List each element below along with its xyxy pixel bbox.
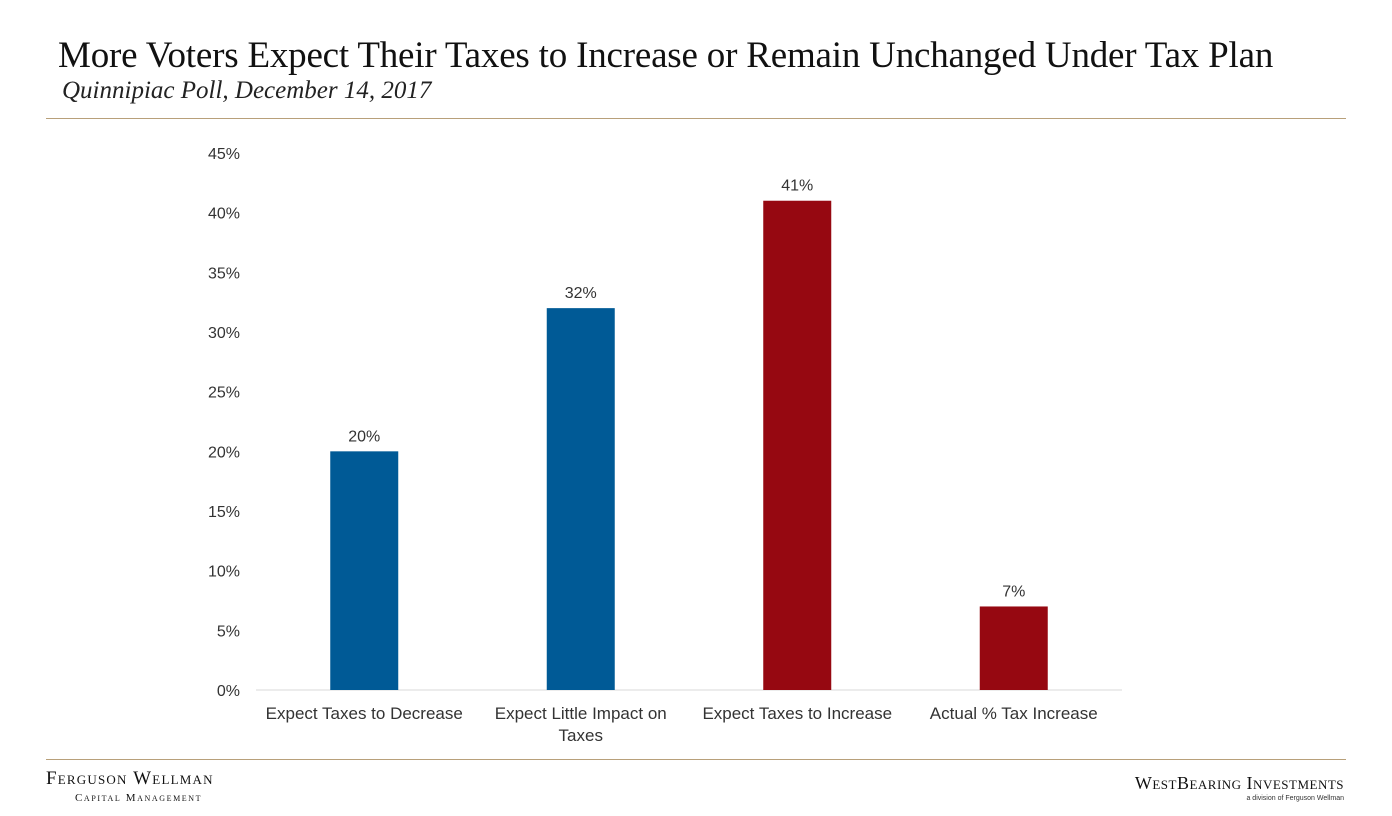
data-label: 41%: [781, 178, 813, 195]
x-tick-label: Expect Taxes to Decrease: [266, 704, 463, 723]
bar: [763, 200, 832, 690]
y-tick-label: 10%: [208, 564, 240, 581]
bar: [330, 451, 399, 690]
x-tick-label: Taxes: [559, 726, 603, 745]
y-tick-label: 25%: [208, 385, 240, 402]
bar: [979, 606, 1048, 690]
y-tick-label: 35%: [208, 265, 240, 282]
footer-divider: [46, 759, 1346, 760]
y-tick-label: 40%: [208, 206, 240, 223]
right-brand-tagline: a division of Ferguson Wellman: [1246, 795, 1344, 802]
westbearing-logo: WestBearing Investments a division of Fe…: [1135, 773, 1344, 802]
header-divider: [46, 118, 1346, 119]
page-subtitle: Quinnipiac Poll, December 14, 2017: [62, 77, 432, 104]
data-label: 32%: [565, 285, 597, 302]
bar: [546, 308, 615, 690]
y-tick-label: 30%: [208, 325, 240, 342]
x-tick-label: Expect Little Impact on: [495, 704, 667, 723]
x-tick-label: Actual % Tax Increase: [930, 704, 1098, 723]
left-brand-tagline: Capital Management: [75, 792, 203, 804]
y-tick-label: 20%: [208, 444, 240, 461]
page-title: More Voters Expect Their Taxes to Increa…: [58, 35, 1274, 76]
ferguson-wellman-logo: Ferguson Wellman Capital Management: [46, 768, 214, 804]
right-brand-name: WestBearing Investments: [1134, 773, 1344, 793]
y-tick-label: 0%: [217, 683, 240, 700]
data-label: 7%: [1002, 583, 1025, 600]
y-tick-label: 5%: [217, 623, 240, 640]
y-tick-label: 45%: [208, 146, 240, 163]
y-tick-label: 15%: [208, 504, 240, 521]
data-label: 20%: [348, 428, 380, 445]
x-tick-label: Expect Taxes to Increase: [702, 704, 892, 723]
left-brand-name: Ferguson Wellman: [46, 768, 214, 789]
